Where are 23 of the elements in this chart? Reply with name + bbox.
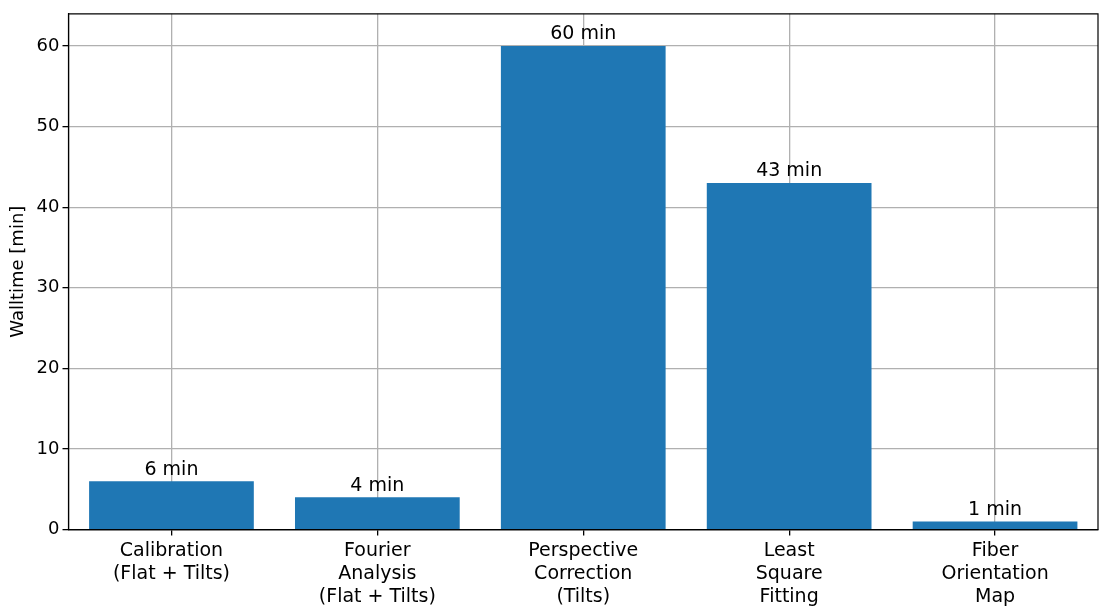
x-tick-label: Calibration (Flat + Tilts): [112, 537, 230, 583]
y-tick-label: 30: [36, 275, 60, 297]
bar: [89, 481, 254, 529]
y-tick-label: 10: [36, 436, 60, 458]
y-axis-title: Walltime [min]: [6, 205, 28, 338]
data-label: 60 min: [550, 21, 617, 44]
y-tick-label: 20: [36, 356, 60, 378]
x-tick-label: Least Square Fitting: [755, 537, 823, 606]
y-tick-label: 40: [36, 194, 60, 216]
x-tick-label: Perspective Correction (Tilts): [528, 537, 639, 606]
y-tick-label: 60: [36, 33, 60, 55]
x-tick-label: Fourier Analysis (Flat + Tilts): [318, 537, 436, 606]
bar: [706, 183, 872, 529]
y-tick-label: 0: [48, 517, 60, 539]
data-label: 6 min: [144, 456, 199, 479]
data-label: 43 min: [756, 158, 823, 181]
data-label: 4 min: [350, 472, 405, 495]
x-tick-label: Fiber Orientation Map: [941, 537, 1049, 606]
bar: [912, 521, 1078, 529]
y-tick-label: 50: [36, 114, 60, 136]
bar: [294, 497, 460, 529]
data-label: 1 min: [968, 496, 1023, 519]
bar: [500, 46, 666, 529]
